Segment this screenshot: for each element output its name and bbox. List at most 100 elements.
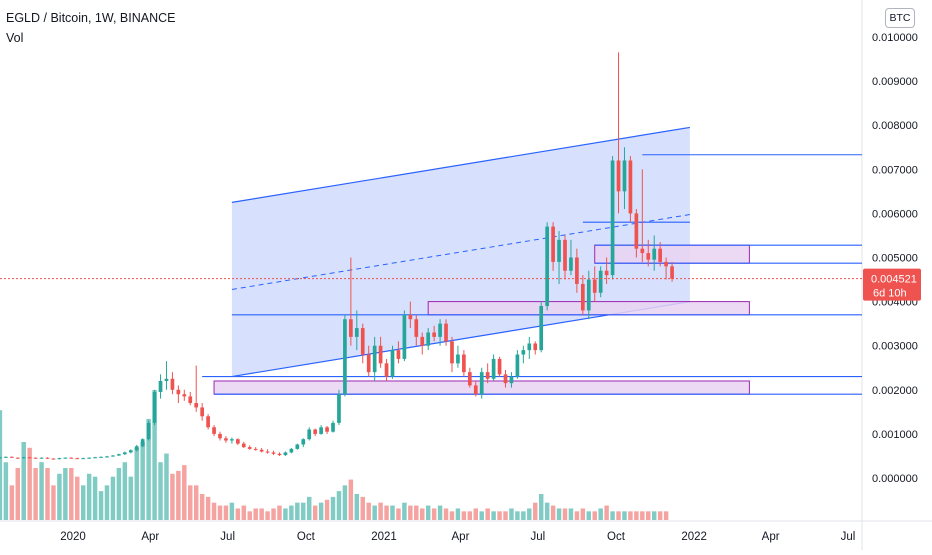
candle[interactable] [658, 242, 663, 267]
candle[interactable] [479, 367, 484, 399]
candle[interactable] [372, 336, 377, 381]
candle[interactable] [354, 310, 359, 351]
candle[interactable] [604, 257, 609, 284]
candle[interactable] [111, 455, 115, 457]
currency-badge[interactable]: BTC [885, 8, 915, 28]
candle[interactable] [117, 453, 121, 456]
candle[interactable] [366, 345, 371, 377]
candle[interactable] [0, 456, 2, 459]
candle[interactable] [610, 156, 615, 280]
candle[interactable] [575, 248, 579, 293]
candle[interactable] [598, 266, 603, 298]
candle[interactable] [75, 457, 80, 460]
candle[interactable] [622, 147, 627, 209]
candle[interactable] [563, 235, 567, 280]
candle[interactable] [170, 372, 175, 395]
candle[interactable] [33, 457, 38, 459]
candle[interactable] [313, 428, 318, 437]
candle[interactable] [27, 456, 32, 459]
candle[interactable] [432, 325, 436, 342]
candle[interactable] [63, 457, 68, 459]
candle[interactable] [384, 358, 389, 381]
candle[interactable] [402, 310, 407, 362]
candle[interactable] [247, 445, 252, 450]
candle[interactable] [271, 450, 276, 456]
candle[interactable] [462, 350, 466, 377]
candle[interactable] [93, 456, 97, 459]
candle[interactable] [134, 444, 139, 452]
candle[interactable] [533, 341, 538, 355]
candle[interactable] [194, 365, 199, 412]
candle[interactable] [515, 350, 520, 379]
candle[interactable] [557, 231, 561, 284]
candle[interactable] [140, 438, 145, 448]
candle[interactable] [87, 457, 91, 459]
candle[interactable] [396, 341, 401, 364]
candle[interactable] [122, 451, 127, 456]
candle[interactable] [307, 427, 312, 441]
candle[interactable] [467, 367, 472, 388]
candle[interactable] [473, 380, 478, 397]
price-zone[interactable] [594, 244, 750, 264]
candle[interactable] [551, 222, 555, 271]
candle[interactable] [408, 301, 413, 329]
candle[interactable] [580, 275, 585, 315]
candle[interactable] [509, 372, 514, 388]
candle[interactable] [283, 451, 288, 456]
candle[interactable] [164, 361, 169, 390]
candle[interactable] [45, 457, 50, 460]
candle[interactable] [325, 425, 329, 434]
candle[interactable] [652, 235, 657, 271]
candle[interactable] [414, 314, 419, 346]
candle[interactable] [616, 52, 621, 214]
candle[interactable] [265, 449, 270, 454]
candle[interactable] [337, 389, 341, 426]
candle[interactable] [319, 425, 323, 435]
candle[interactable] [295, 443, 300, 450]
candle[interactable] [331, 420, 335, 433]
candle[interactable] [69, 457, 74, 459]
candle[interactable] [57, 457, 62, 460]
candle[interactable] [343, 314, 347, 397]
candle[interactable] [527, 336, 532, 359]
candle[interactable] [426, 328, 431, 351]
candle[interactable] [182, 389, 187, 401]
candle[interactable] [158, 374, 163, 399]
candle[interactable] [640, 169, 645, 262]
candle[interactable] [9, 456, 14, 458]
candle[interactable] [491, 354, 496, 381]
candle[interactable] [634, 208, 639, 258]
candle[interactable] [349, 257, 353, 346]
candle[interactable] [39, 457, 44, 459]
candle[interactable] [146, 420, 151, 441]
candle[interactable] [456, 345, 460, 368]
candle[interactable] [99, 456, 103, 458]
candle[interactable] [497, 356, 502, 377]
candle[interactable] [592, 266, 597, 302]
candle[interactable] [485, 363, 490, 384]
candle[interactable] [241, 441, 246, 449]
candle[interactable] [503, 369, 508, 388]
candle[interactable] [259, 448, 264, 453]
candle[interactable] [664, 257, 668, 280]
candle[interactable] [105, 455, 109, 458]
candle[interactable] [230, 437, 234, 444]
candle[interactable] [628, 156, 633, 223]
candle[interactable] [450, 336, 454, 373]
candle[interactable] [301, 438, 306, 448]
candle[interactable] [188, 392, 193, 406]
candle[interactable] [545, 222, 549, 311]
candle[interactable] [218, 431, 222, 441]
candle[interactable] [539, 301, 544, 353]
candle[interactable] [390, 345, 395, 379]
candle[interactable] [378, 336, 383, 368]
candle[interactable] [569, 239, 573, 276]
candle[interactable] [152, 389, 157, 426]
candle[interactable] [200, 403, 205, 421]
candle[interactable] [360, 323, 365, 364]
candle[interactable] [128, 449, 133, 454]
candle[interactable] [176, 385, 181, 404]
candle[interactable] [521, 345, 526, 364]
